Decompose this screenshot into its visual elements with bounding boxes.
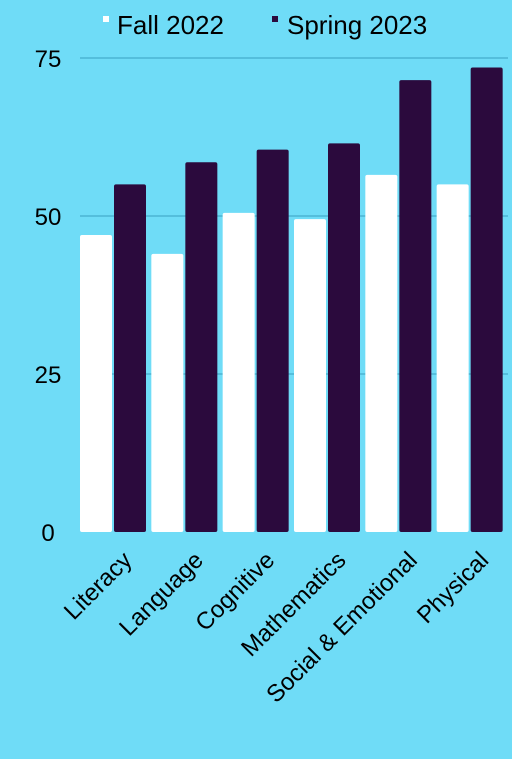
bar-language-spring-2023 (185, 162, 218, 532)
bar-physical-spring-2023 (470, 67, 503, 532)
bar-cognitive-fall-2022 (222, 212, 255, 532)
bar-mathematics-spring-2023 (328, 143, 360, 532)
bars (80, 67, 503, 533)
bar-social-emotional-fall-2022 (365, 174, 398, 533)
bar-language-fall-2022 (151, 253, 184, 533)
bar-social-emotional-spring-2023 (399, 80, 432, 533)
bar-mathematics-fall-2022 (294, 219, 326, 532)
y-tick-label-75: 75 (35, 46, 62, 73)
legend: Fall 2022 Spring 2023 (103, 10, 427, 40)
y-tick-label-50: 50 (35, 204, 62, 231)
legend-swatch-fall-2022 (103, 16, 109, 22)
legend-label-spring-2023: Spring 2023 (287, 10, 427, 40)
y-tick-label-0: 0 (41, 520, 54, 547)
bar-literacy-fall-2022 (80, 234, 112, 532)
legend-swatch-spring-2023 (272, 16, 278, 22)
bar-cognitive-spring-2023 (256, 149, 289, 532)
y-tick-label-25: 25 (35, 362, 62, 389)
legend-label-fall-2022: Fall 2022 (117, 10, 224, 40)
y-axis-ticks: 0 25 50 75 (35, 46, 62, 547)
bar-physical-fall-2022 (436, 184, 469, 532)
bar-literacy-spring-2023 (114, 184, 146, 532)
